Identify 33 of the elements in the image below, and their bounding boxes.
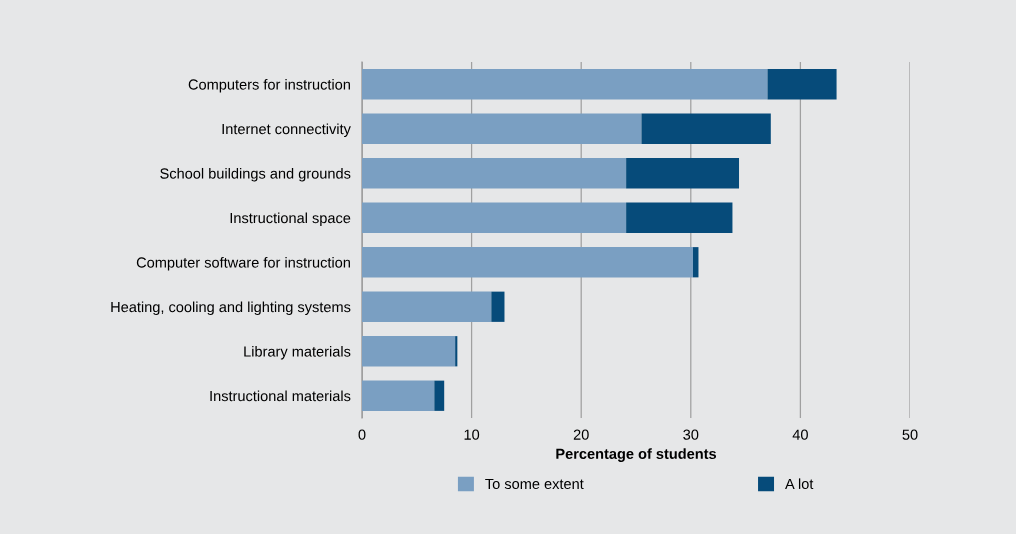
x-tick-label: 20 xyxy=(573,429,589,440)
bar xyxy=(434,380,445,411)
bar xyxy=(362,69,768,100)
bar xyxy=(626,158,740,189)
y-tick-label: Heating, cooling and lighting systems xyxy=(111,301,351,316)
y-tick-label: Internet connectivity xyxy=(222,123,351,138)
y-tick-label: School buildings and grounds xyxy=(160,167,351,182)
y-tick-label: Library materials xyxy=(244,345,351,360)
x-tick-label: 0 xyxy=(358,429,366,440)
legend-label: To some extent xyxy=(485,478,584,490)
bar xyxy=(362,247,693,278)
y-tick-label: Instructional space xyxy=(230,212,351,227)
x-tick-label: 40 xyxy=(792,429,808,440)
y-tick-label: Computer software for instruction xyxy=(136,256,350,271)
legend-label: A lot xyxy=(785,478,814,490)
bar xyxy=(641,113,771,144)
x-axis-title: Percentage of students xyxy=(556,448,717,462)
bar xyxy=(362,158,627,189)
bar xyxy=(362,202,627,233)
y-tick-label: Instructional materials xyxy=(210,390,351,402)
bar xyxy=(362,380,435,411)
y-tick-label: Computers for instruction xyxy=(188,78,350,93)
bar xyxy=(362,113,642,144)
bar xyxy=(362,336,456,367)
bar xyxy=(692,247,699,278)
bar xyxy=(767,69,837,100)
x-tick-label: 50 xyxy=(902,429,918,440)
bar xyxy=(491,291,505,322)
x-tick-label: 10 xyxy=(464,429,480,440)
bar xyxy=(362,291,492,322)
bar xyxy=(455,336,458,367)
x-tick-label: 30 xyxy=(683,429,699,440)
bar xyxy=(626,202,733,233)
